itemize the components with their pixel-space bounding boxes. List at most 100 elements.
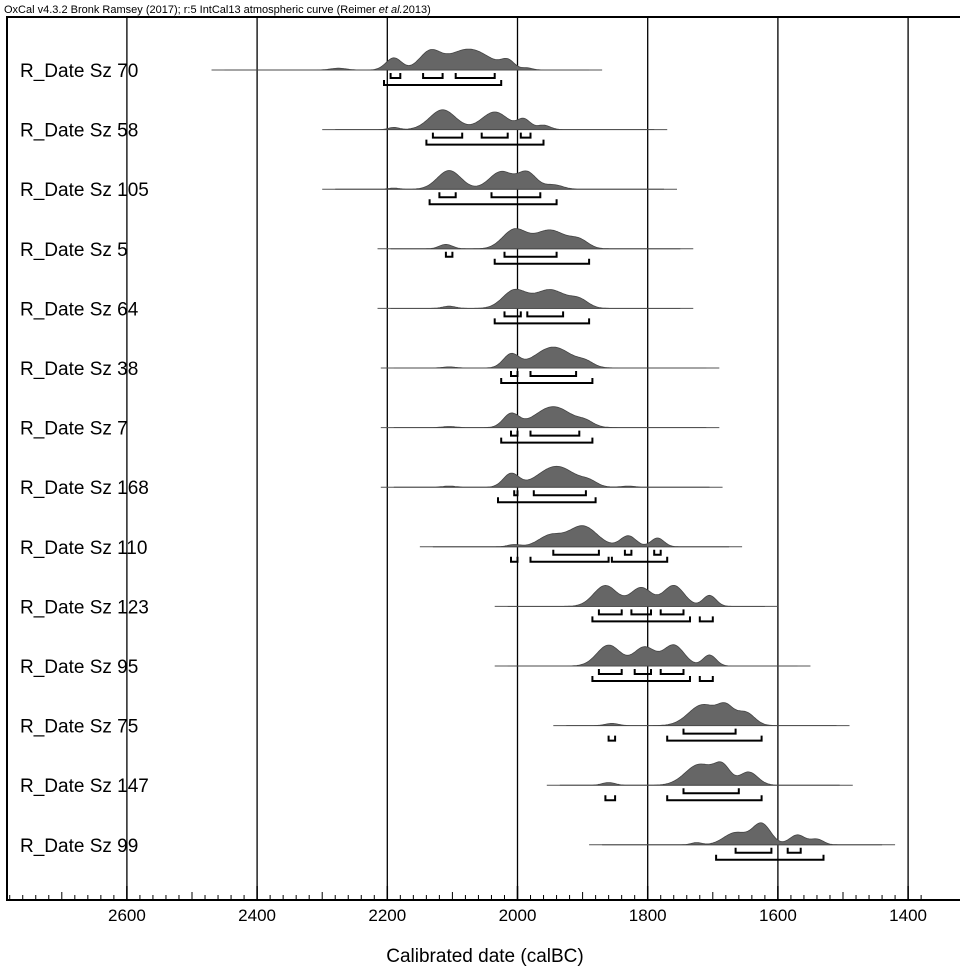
row-label: R_Date Sz 58 — [20, 121, 138, 142]
sigma2-range-bracket — [698, 616, 714, 623]
tick-label-2000: 2000 — [499, 906, 537, 925]
sigma1-range-bracket — [480, 132, 509, 139]
sigma2-range-bracket — [666, 735, 763, 742]
sigma2-range-bracket — [666, 795, 763, 802]
sigma2-range-bracket — [500, 437, 594, 444]
date-row: R_Date Sz 75 — [20, 702, 850, 742]
sigma1-range-bracket — [532, 490, 587, 497]
sigma2-range-bracket — [604, 795, 617, 802]
sigma1-range-bracket — [659, 609, 685, 616]
sigma2-range-bracket — [425, 139, 545, 146]
date-row: R_Date Sz 110 — [20, 525, 743, 563]
sigma1-range-bracket — [653, 549, 662, 556]
row-label: R_Date Sz 105 — [20, 180, 149, 201]
date-row: R_Date Sz 64 — [20, 288, 694, 325]
row-label: R_Date Sz 38 — [20, 359, 138, 380]
sigma2-range-bracket — [715, 854, 825, 861]
probability-distribution — [432, 525, 730, 548]
sigma2-range-bracket — [591, 676, 691, 682]
row-label: R_Date Sz 75 — [20, 717, 138, 738]
x-axis: 2600 2400 2200 2000 1800 1600 1400 — [9, 886, 927, 925]
sigma2-range-bracket — [497, 497, 597, 504]
probability-distribution — [393, 346, 707, 369]
sigma2-range-bracket — [529, 556, 610, 563]
probability-distribution — [335, 109, 655, 130]
sigma1-range-bracket — [786, 847, 802, 854]
tick-label-1800: 1800 — [629, 906, 667, 925]
sigma1-range-bracket — [490, 192, 542, 199]
sigma2-range-bracket — [610, 556, 669, 563]
row-label: R_Date Sz 123 — [20, 597, 149, 618]
sigma1-range-bracket — [552, 549, 600, 556]
probability-distribution — [224, 48, 590, 71]
x-axis-title: Calibrated date (calBC) — [386, 946, 583, 967]
probability-distribution — [393, 406, 707, 428]
tick-label-1600: 1600 — [759, 906, 797, 925]
row-label: R_Date Sz 168 — [20, 478, 149, 499]
sigma1-range-bracket — [513, 490, 519, 497]
date-row: R_Date Sz 70 — [20, 48, 603, 86]
probability-distribution — [393, 465, 710, 488]
sigma2-range-bracket — [510, 556, 519, 563]
row-label: R_Date Sz 99 — [20, 836, 138, 857]
row-label: R_Date Sz 147 — [20, 776, 149, 797]
date-row: R_Date Sz 7 — [20, 406, 720, 444]
row-label: R_Date Sz 70 — [20, 61, 138, 82]
sigma1-range-bracket — [529, 371, 578, 377]
probability-distribution — [602, 822, 883, 846]
software-credit-italic: et al. — [379, 4, 403, 16]
date-row: R_Date Sz 147 — [20, 761, 853, 802]
sigma1-range-bracket — [510, 371, 519, 377]
date-row: R_Date Sz 5 — [20, 228, 694, 265]
sigma1-range-bracket — [510, 430, 519, 437]
row-label: R_Date Sz 110 — [20, 538, 147, 559]
row-label: R_Date Sz 95 — [20, 657, 138, 678]
sigma2-range-bracket — [493, 258, 591, 265]
sigma1-range-bracket — [633, 669, 652, 675]
sigma2-range-bracket — [493, 318, 591, 325]
plot-frame — [6, 16, 960, 901]
row-label: R_Date Sz 7 — [20, 419, 128, 440]
sigma2-range-bracket — [698, 676, 714, 682]
sigma2-range-bracket — [591, 616, 691, 623]
date-row: R_Date Sz 58 — [20, 109, 668, 146]
sigma1-range-bracket — [438, 192, 457, 199]
sigma2-range-bracket — [500, 378, 594, 384]
date-row: R_Date Sz 38 — [20, 346, 720, 384]
row-label: R_Date Sz 64 — [20, 299, 139, 320]
sigma1-range-bracket — [659, 669, 685, 675]
tick-label-2200: 2200 — [368, 906, 406, 925]
probability-distribution — [390, 288, 681, 309]
sigma1-range-bracket — [734, 847, 773, 854]
sigma1-range-bracket — [623, 549, 633, 556]
sigma1-range-bracket — [431, 132, 464, 139]
software-credit-main: OxCal v4.3.2 Bronk Ramsey (2017); r:5 In… — [4, 4, 379, 16]
sigma1-range-bracket — [454, 73, 496, 79]
sigma1-range-bracket — [422, 73, 444, 79]
sigma1-range-bracket — [519, 132, 532, 139]
probability-distribution — [390, 228, 681, 250]
sigma1-range-bracket — [597, 669, 623, 675]
sigma2-range-bracket — [428, 199, 558, 206]
software-credit: OxCal v4.3.2 Bronk Ramsey (2017); r:5 In… — [4, 4, 431, 16]
tick-label-2600: 2600 — [108, 906, 146, 925]
sigma1-range-bracket — [444, 251, 454, 258]
probability-distribution — [507, 644, 798, 667]
date-row: R_Date Sz 95 — [20, 644, 811, 682]
tick-label-2400: 2400 — [238, 906, 276, 925]
tick-label-1400: 1400 — [889, 906, 927, 925]
probability-distribution — [507, 584, 765, 607]
sigma1-range-bracket — [503, 251, 558, 258]
probability-distribution — [559, 761, 840, 786]
row-label: R_Date Sz 5 — [20, 240, 128, 261]
sigma1-range-bracket — [389, 73, 402, 79]
sigma1-range-bracket — [682, 728, 737, 735]
probability-distribution — [335, 170, 664, 190]
date-row: R_Date Sz 123 — [20, 584, 778, 623]
date-row: R_Date Sz 105 — [20, 170, 677, 206]
sigma2-range-bracket — [383, 80, 503, 86]
date-rows: R_Date Sz 70 R_Date Sz 58 R_Date Sz 105 R_D… — [20, 48, 896, 861]
sigma1-range-bracket — [597, 609, 623, 616]
probability-distribution — [566, 702, 837, 726]
